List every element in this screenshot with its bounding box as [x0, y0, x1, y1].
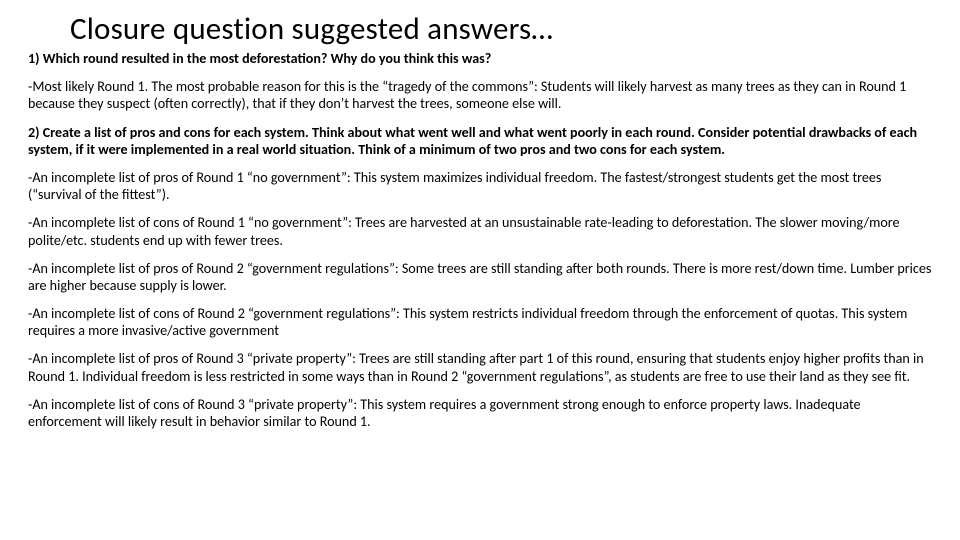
- slide-title: Closure question suggested answers…: [70, 10, 932, 48]
- round3-pros: -An incomplete list of pros of Round 3 “…: [28, 350, 932, 384]
- round1-cons: -An incomplete list of cons of Round 1 “…: [28, 214, 932, 248]
- round1-pros: -An incomplete list of pros of Round 1 “…: [28, 169, 932, 203]
- round3-cons: -An incomplete list of cons of Round 3 “…: [28, 396, 932, 430]
- question-2-prompt: 2) Create a list of pros and cons for ea…: [28, 124, 932, 158]
- slide-container: Closure question suggested answers… 1) W…: [0, 0, 960, 540]
- round2-cons: -An incomplete list of cons of Round 2 “…: [28, 305, 932, 339]
- question-1-prompt: 1) Which round resulted in the most defo…: [28, 50, 932, 67]
- round2-pros: -An incomplete list of pros of Round 2 “…: [28, 260, 932, 294]
- question-1-answer: -Most likely Round 1. The most probable …: [28, 78, 932, 112]
